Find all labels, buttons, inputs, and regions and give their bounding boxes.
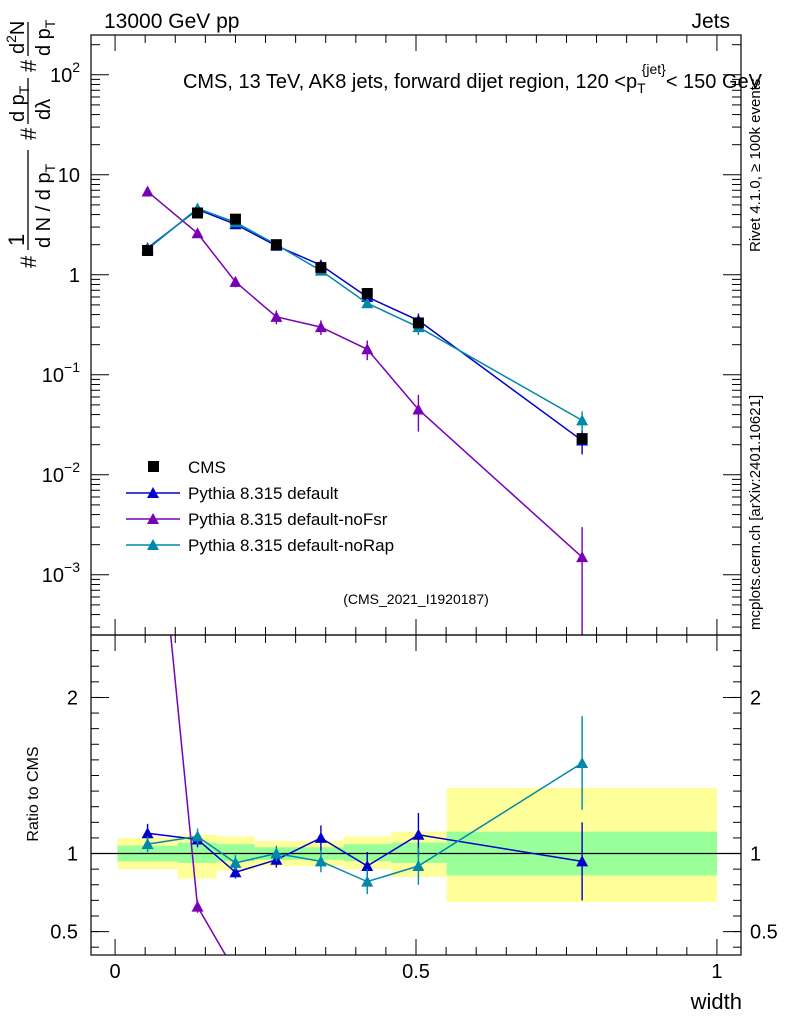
ratio-marker-default bbox=[314, 831, 327, 843]
marker-noFsr bbox=[191, 227, 204, 239]
ratio-xtick-label: 1 bbox=[711, 961, 722, 983]
ratio-marker-default bbox=[229, 866, 242, 878]
data-point bbox=[315, 262, 327, 274]
ratio-marker-noFsr bbox=[191, 900, 204, 912]
legend-marker-default bbox=[147, 487, 159, 498]
ratio-marker-noRap bbox=[270, 847, 283, 859]
ratio-marker-default bbox=[576, 855, 589, 867]
series-cms-data bbox=[142, 207, 588, 445]
main-plot-marks bbox=[141, 185, 589, 635]
marker-noFsr bbox=[576, 551, 589, 563]
data-point bbox=[229, 213, 241, 225]
ratio-panel: 0.5 0.5 1 1 2 2 0 0.5 1 Ratio to CMS width bbox=[25, 395, 778, 1014]
legend-marker-cms bbox=[148, 461, 159, 472]
main-axes: 10−3 10−2 10−1 1 10 102 bbox=[42, 35, 741, 635]
ratio-marker-default bbox=[412, 828, 425, 840]
legend: CMS Pythia 8.315 default Pythia 8.315 defa… bbox=[126, 458, 394, 555]
main-ytick-label: 102 bbox=[50, 59, 80, 87]
ratio-marker-noRap bbox=[314, 855, 327, 867]
ylabel-den: d N / d pT bbox=[33, 163, 58, 248]
legend-marker-noFsr bbox=[147, 513, 159, 524]
series-line-noFsr bbox=[147, 190, 583, 558]
series-line-default bbox=[147, 208, 583, 442]
ratio-marker-default bbox=[141, 827, 154, 839]
marker-noFsr bbox=[229, 275, 242, 287]
main-ytick-label: 10−2 bbox=[42, 459, 80, 487]
ratio-xtick-label: 0.5 bbox=[402, 961, 430, 983]
main-panel: 10−3 10−2 10−1 1 10 102 CMS, 13 TeV, AK8 jets… bbox=[3, 19, 763, 636]
marker-noFsr bbox=[361, 343, 374, 355]
main-ytick-label: 10−3 bbox=[42, 559, 80, 587]
marker-noRap bbox=[576, 414, 589, 426]
ratio-series-noFsr bbox=[142, 395, 241, 977]
ratio-marker-noRap bbox=[412, 860, 425, 872]
main-ytick-label: 10 bbox=[58, 165, 80, 187]
data-point bbox=[270, 239, 282, 251]
main-title: CMS, 13 TeV, AK8 jets, forward dijet reg… bbox=[183, 61, 763, 96]
series-noFsr bbox=[141, 185, 589, 635]
data-point bbox=[142, 244, 154, 256]
ratio-marker-noRap bbox=[229, 856, 242, 868]
ratio-line-noRap bbox=[147, 762, 583, 883]
legend-label-default: Pythia 8.315 default bbox=[188, 484, 339, 503]
ratio-plot-marks bbox=[91, 395, 741, 977]
title-sup: {jet} bbox=[642, 61, 666, 77]
legend-label-noFsr: Pythia 8.315 default-noFsr bbox=[188, 510, 388, 529]
data-point bbox=[412, 317, 424, 329]
rivet-version-label: Rivet 4.1.0, ≥ 100k events bbox=[747, 79, 764, 252]
ratio-ytick-label-right: 0.5 bbox=[750, 922, 778, 944]
ratio-ytick-label-right: 2 bbox=[750, 687, 761, 709]
ylabel-hash-2: # bbox=[16, 127, 41, 140]
series-noRap bbox=[141, 202, 589, 432]
ratio-marker-noRap bbox=[141, 838, 154, 850]
ylabel-dpt-2: d pT bbox=[33, 19, 58, 56]
ratio-marker-noRap bbox=[361, 875, 374, 887]
title-suffix: < 150 GeV bbox=[666, 71, 763, 93]
ratio-marker-noRap bbox=[191, 830, 204, 842]
series-line-noRap bbox=[147, 207, 583, 422]
title-prefix: CMS, 13 TeV, AK8 jets, forward dijet reg… bbox=[183, 71, 637, 93]
ratio-marker-default bbox=[361, 860, 374, 872]
ratio-ytick-label-right: 1 bbox=[750, 844, 761, 866]
data-point bbox=[576, 433, 588, 445]
marker-noFsr bbox=[314, 321, 327, 333]
ratio-axes: 0.5 0.5 1 1 2 2 0 0.5 1 bbox=[50, 635, 778, 983]
ylabel-dlambda: dλ bbox=[33, 99, 55, 120]
main-ylabel: # 1 d N / d pT # d pT dλ # d2N d pT bbox=[3, 19, 58, 268]
ylabel-dpt: d pT bbox=[7, 85, 32, 122]
marker-noFsr bbox=[141, 185, 154, 197]
legend-marker-noRap bbox=[147, 539, 159, 550]
energy-label: 13000 GeV pp bbox=[104, 10, 239, 33]
ratio-marker-noFsr bbox=[229, 966, 241, 977]
ylabel-hash-1: # bbox=[16, 255, 41, 268]
ratio-marker-noRap bbox=[576, 757, 589, 768]
ratio-ylabel: Ratio to CMS bbox=[25, 746, 42, 841]
ratio-ytick-label: 1 bbox=[67, 844, 78, 866]
data-point bbox=[361, 288, 373, 300]
marker-noFsr bbox=[412, 403, 425, 415]
ratio-series-noRap bbox=[141, 716, 589, 895]
marker-noRap bbox=[361, 297, 374, 309]
main-ytick-label: 10−1 bbox=[42, 359, 80, 387]
legend-label-noRap: Pythia 8.315 default-noRap bbox=[188, 536, 394, 555]
ylabel-hash-3: # bbox=[16, 59, 41, 72]
ylabel-d2n: d2N bbox=[3, 21, 29, 54]
ratio-ytick-label: 2 bbox=[67, 687, 78, 709]
marker-noFsr bbox=[270, 310, 283, 322]
series-default bbox=[141, 203, 589, 455]
xlabel: width bbox=[690, 989, 742, 1014]
mcplots-label: mcplots.cern.ch [arXiv:2401.10621] bbox=[747, 395, 764, 630]
ratio-ytick-label: 0.5 bbox=[50, 922, 78, 944]
analysis-watermark: (CMS_2021_I1920187) bbox=[343, 591, 489, 607]
data-point bbox=[192, 207, 204, 219]
ratio-line-default bbox=[147, 832, 583, 874]
ylabel-one: 1 bbox=[4, 234, 29, 246]
legend-label-cms: CMS bbox=[188, 458, 226, 477]
title-sub: T bbox=[637, 80, 646, 96]
main-ytick-label: 1 bbox=[69, 265, 80, 287]
ratio-xtick-label: 0 bbox=[110, 961, 121, 983]
process-label: Jets bbox=[691, 10, 730, 33]
ratio-marker-noFsr bbox=[142, 395, 154, 406]
